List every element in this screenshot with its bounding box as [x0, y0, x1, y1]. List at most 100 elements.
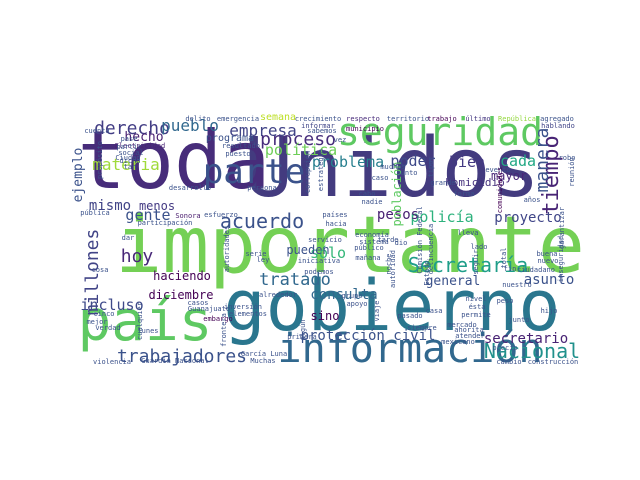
word-policía: policía	[410, 208, 473, 226]
word-nuevo: nuevo	[537, 257, 558, 265]
word-incluso: incluso	[80, 296, 143, 314]
word-homicidio: homicidio	[445, 176, 505, 189]
word-semana: semana	[260, 112, 296, 123]
word-hacia: hacia	[325, 220, 346, 228]
word-tipo: tipo	[427, 161, 435, 178]
word-pasado: pasado	[397, 312, 422, 320]
word-serie: serie	[245, 250, 266, 258]
word-pueden: pueden	[286, 243, 329, 257]
word-atender: atender	[455, 332, 485, 340]
word-mañana: mañana	[355, 254, 380, 262]
word-apoyo: apoyo	[346, 300, 367, 308]
word-pueblo: pueblo	[161, 116, 219, 135]
word-república: República	[498, 115, 536, 123]
word-corrupción: corrupción	[304, 151, 312, 193]
word-gente: gente	[125, 206, 170, 224]
word-cabo: cabo	[359, 190, 376, 198]
word-emergencia: emergencia	[217, 115, 259, 123]
word-país: país	[78, 289, 213, 354]
word-algún: algún	[299, 319, 307, 340]
word-estrategia: estrategia	[317, 149, 325, 191]
word-servicio: servicio	[308, 236, 342, 244]
word-diciembre: diciembre	[148, 288, 213, 302]
word-delito: delito	[185, 115, 210, 123]
word-respecto: respecto	[346, 115, 380, 123]
word-partir: partir	[116, 143, 141, 151]
word-estado: Estado	[423, 260, 431, 285]
word-economía: economía	[355, 231, 389, 239]
word-caso: caso	[372, 174, 389, 182]
word-sino: sino	[311, 309, 340, 323]
word-derecho: derecho	[94, 118, 170, 139]
word-seguir: seguir	[472, 249, 480, 274]
word-alrededor: alrededor	[259, 291, 297, 299]
word-guanajuato: Guanajuato	[188, 305, 230, 313]
word-pase: pase	[121, 135, 138, 143]
word-hecho: hecho	[124, 130, 163, 145]
word-casos: casos	[187, 299, 208, 307]
word-robo: robo	[559, 154, 576, 162]
word-casa: casa	[426, 307, 443, 315]
word-siempre: siempre	[407, 324, 437, 332]
word-nuestro: nuestro	[502, 281, 532, 289]
word-persona: persona	[247, 184, 277, 192]
word-garcía-luna: García Luna	[241, 350, 287, 358]
word-total: total	[500, 247, 508, 268]
word-violencia: violencia	[93, 358, 131, 366]
word-elementos: elementos	[229, 310, 267, 318]
word-inseguridad: inseguridad	[557, 236, 565, 282]
word-comunidades: comunidades	[496, 167, 504, 213]
word-construcción: construcción	[528, 358, 579, 366]
word-pública: pública	[80, 209, 110, 217]
word-programa: programa	[206, 133, 254, 144]
word-cinco: cinco	[93, 310, 114, 318]
word-trabajadores: trabajadores	[117, 346, 247, 367]
word-unidos: Unidos	[244, 121, 540, 216]
word-materia: materia	[92, 155, 159, 174]
word-sonora: Sonora	[175, 212, 200, 220]
word-parte: parte	[203, 152, 305, 192]
word-nacional: Nacional	[484, 339, 580, 363]
word-público: público	[354, 244, 384, 252]
word-autoridades: autoridades	[223, 226, 231, 272]
word-comisión-federal: Comisión Federal	[416, 206, 424, 273]
word-política: política	[265, 141, 337, 159]
word-seguridad: seguridad	[337, 110, 543, 154]
word-proyecto: proyecto	[494, 210, 561, 226]
word-hablando: hablando	[541, 122, 575, 130]
word-grupo: grupo	[341, 292, 362, 300]
word-mercado: mercado	[447, 321, 477, 329]
word-trabajo: trabajo	[427, 115, 457, 123]
word-último: último	[465, 115, 490, 123]
word-mejor: mejor	[86, 318, 107, 326]
word-poder: poder	[390, 152, 435, 170]
word-consulta: consulta	[310, 287, 377, 303]
word-secretaría: Secretaría	[408, 253, 528, 277]
word-tiempo: tiempo	[539, 135, 564, 214]
word-resultado: resultado	[222, 142, 260, 150]
word-problema: problema	[312, 153, 384, 171]
word-ciudad: Ciudad	[115, 154, 140, 162]
word-ahorita: ahorita	[454, 326, 484, 334]
word-viaje: viaje	[373, 300, 381, 321]
word-población: población	[390, 161, 404, 226]
word-tarde: tarde	[377, 236, 398, 244]
word-pesos: pesos	[377, 207, 419, 223]
word-territorio: territorio	[387, 115, 429, 123]
word-asunto: asunto	[524, 272, 575, 288]
word-información: información	[278, 326, 543, 372]
word-manera: manera	[532, 127, 553, 192]
word-evento: evento	[485, 166, 510, 174]
word-millones: millones	[82, 229, 103, 316]
word-hijo: hijo	[541, 307, 558, 315]
word-hoy: hoy	[121, 246, 154, 267]
word-ley: ley	[257, 256, 270, 264]
word-desarrollo: desarrollo	[169, 184, 211, 192]
word-bien: bien	[449, 153, 485, 171]
word-frontera: frontera	[220, 313, 228, 347]
word-cosa: cosa	[92, 266, 109, 274]
word-países: países	[322, 211, 347, 219]
word-precio: precio	[492, 344, 517, 352]
word-tratado: tratado	[259, 270, 331, 290]
